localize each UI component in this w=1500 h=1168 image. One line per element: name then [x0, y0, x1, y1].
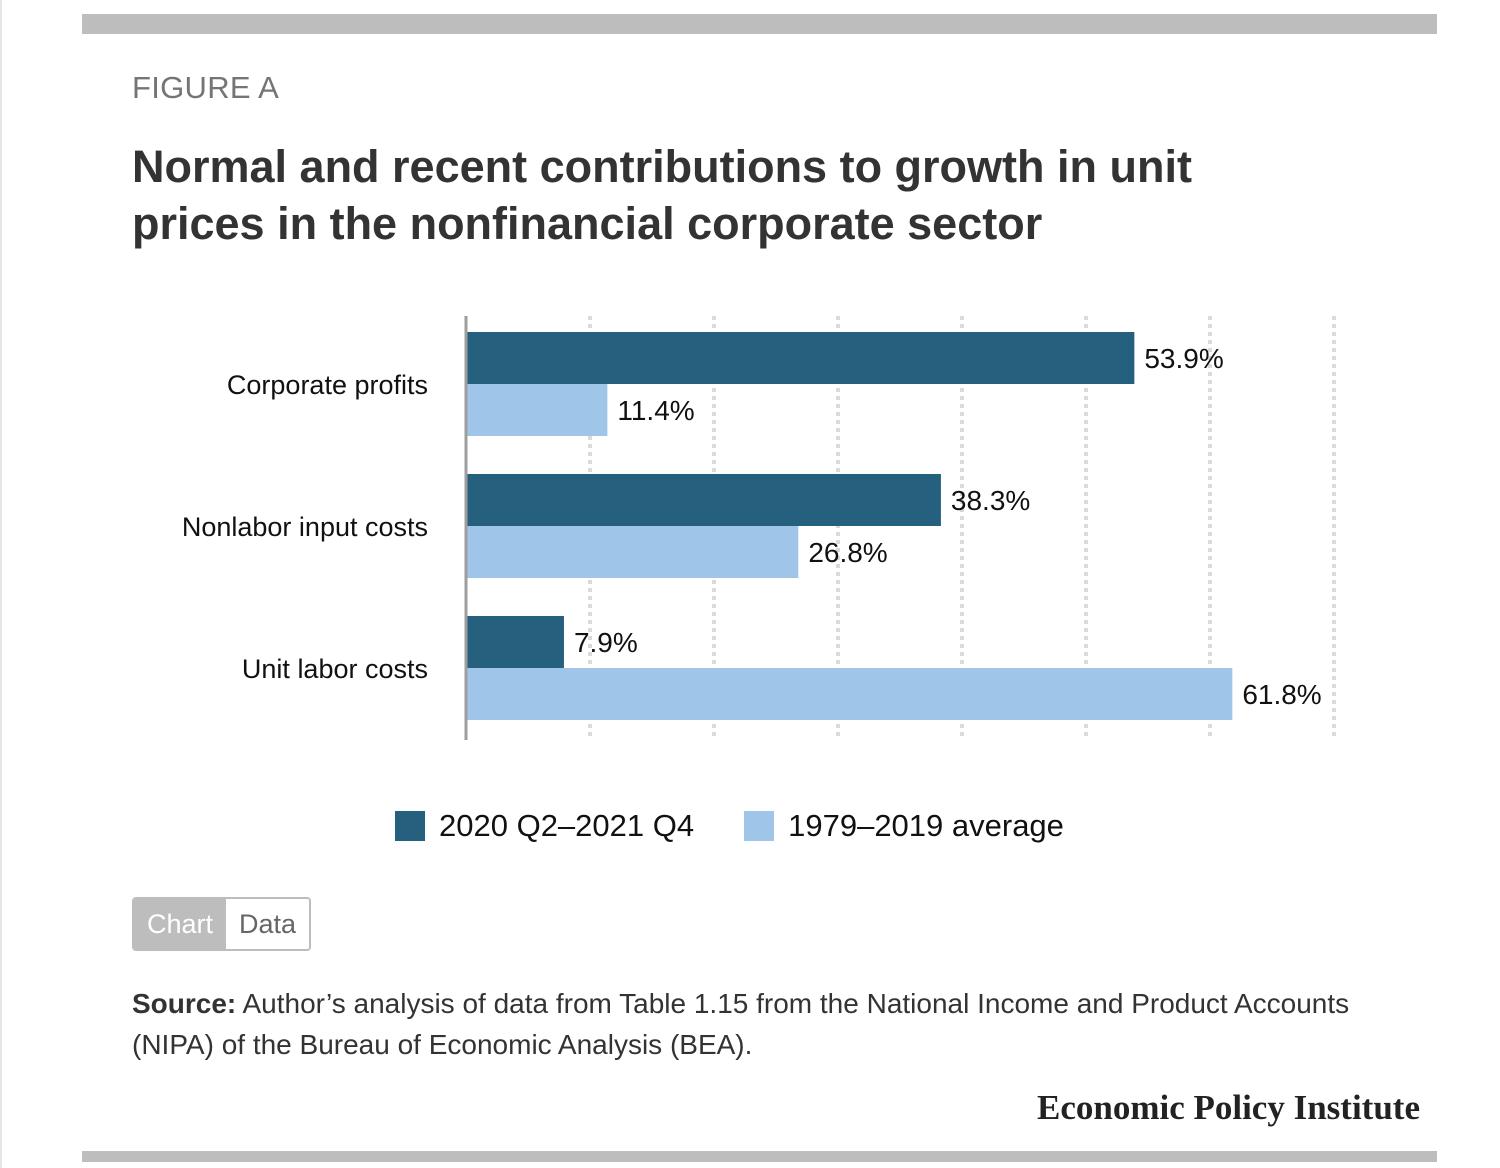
- category-label: Corporate profits: [227, 370, 428, 400]
- data-label: 53.9%: [1144, 343, 1223, 374]
- data-label: 61.8%: [1242, 679, 1321, 710]
- bar: [466, 616, 564, 668]
- view-toggle: Chart Data: [132, 897, 312, 951]
- bottom-rule: [82, 1151, 1437, 1162]
- epi-logo: Economic Policy Institute: [1036, 1088, 1420, 1127]
- bar-chart: 53.9% 11.4% Corporate profits 38.3% 26.8% Non…: [182, 316, 1336, 740]
- data-label: 26.8%: [808, 537, 887, 568]
- bar: [466, 526, 799, 578]
- bar: [466, 474, 941, 526]
- legend-swatch-series-2: [744, 811, 775, 841]
- bar: [466, 668, 1233, 720]
- legend-swatch-series-1: [395, 811, 425, 841]
- chart-tab[interactable]: Chart: [134, 899, 227, 949]
- bar: [466, 332, 1135, 384]
- legend-item-series-2: 1979–2019 average: [744, 808, 1064, 844]
- chart-legend: 2020 Q2–2021 Q4 1979–2019 average: [395, 808, 1114, 844]
- data-label: 7.9%: [574, 627, 638, 658]
- page-edge: [0, 0, 2, 1168]
- bar: [466, 384, 608, 436]
- data-tab[interactable]: Data: [226, 899, 310, 949]
- data-label: 38.3%: [951, 485, 1030, 516]
- source-note: Source: Author’s analysis of data from T…: [132, 983, 1362, 1065]
- legend-label-series-2: 1979–2019 average: [788, 808, 1064, 843]
- source-text: Author’s analysis of data from Table 1.1…: [132, 988, 1350, 1060]
- top-rule: [82, 14, 1437, 34]
- legend-item-series-1: 2020 Q2–2021 Q4: [395, 808, 694, 844]
- data-label: 11.4%: [617, 395, 694, 426]
- source-label: Source:: [132, 988, 237, 1019]
- legend-label-series-1: 2020 Q2–2021 Q4: [439, 808, 695, 843]
- figure-label: FIGURE A: [132, 70, 280, 105]
- category-label: Nonlabor input costs: [182, 512, 428, 542]
- category-label: Unit labor costs: [242, 654, 428, 684]
- chart-title: Normal and recent contributions to growt…: [132, 141, 1192, 249]
